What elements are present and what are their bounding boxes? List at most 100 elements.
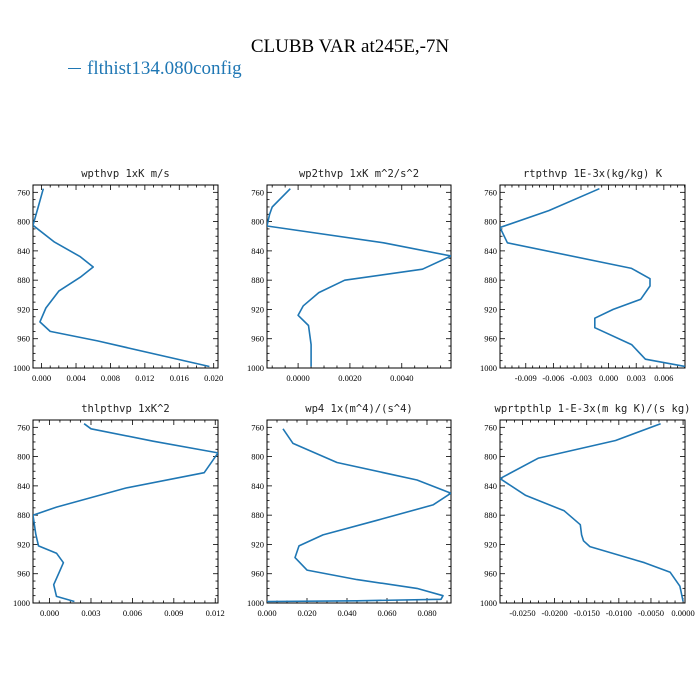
series-line: [500, 422, 684, 602]
figure-title: CLUBB VAR at245E,-7N: [250, 36, 450, 57]
y-tick-label: 840: [251, 481, 264, 491]
legend-label: flthist134.080config: [87, 58, 242, 79]
plot-frame: [266, 419, 452, 604]
legend: flthist134.080config: [68, 58, 242, 80]
x-tick-label: 0.006: [123, 608, 142, 618]
y-tick-label: 880: [251, 510, 264, 520]
y-tick-label: 960: [484, 569, 497, 579]
y-tick-label: 840: [484, 246, 497, 256]
y-tick-label: 880: [17, 510, 30, 520]
y-tick-label: 880: [251, 275, 264, 285]
x-tick-label: 0.080: [417, 608, 436, 618]
x-tick-label: 0.060: [377, 608, 396, 618]
series-line: [33, 423, 218, 603]
panel-1: wpthvp 1xK m/s76080084088092096010000.00…: [13, 168, 223, 383]
y-tick-label: 760: [251, 422, 264, 432]
x-tick-label: 0.020: [297, 608, 316, 618]
x-tick-label: -0.006: [542, 373, 564, 383]
panel-title: thlpthvp 1xK^2: [81, 403, 170, 415]
x-tick-label: -0.0150: [574, 608, 600, 618]
x-tick-label: -0.0100: [606, 608, 632, 618]
x-tick-label: -0.0050: [638, 608, 664, 618]
panel-4: thlpthvp 1xK^2 760 800 840 880 920 960 1000 0.00…: [13, 403, 225, 618]
plot-frame: [499, 419, 686, 604]
x-tick-label: 0.004: [66, 373, 86, 383]
y-tick-label: 920: [17, 304, 30, 314]
x-tick-label: 0.020: [204, 373, 223, 383]
y-tick-label: 1000: [13, 598, 30, 608]
y-tick-label: 800: [484, 217, 497, 227]
x-tick-label: 0.0000: [286, 373, 309, 383]
y-tick-label: 920: [251, 539, 264, 549]
x-tick-label: 0.000: [599, 373, 618, 383]
y-tick-label: 1000: [480, 363, 497, 373]
y-tick-label: 920: [17, 539, 30, 549]
y-tick-label: 960: [251, 569, 264, 579]
x-tick-label: 0.016: [170, 373, 189, 383]
y-tick-label: 840: [17, 246, 30, 256]
y-tick-label: 800: [17, 217, 30, 227]
plot-frame: [32, 419, 219, 604]
y-tick-label: 920: [484, 539, 497, 549]
series-line: [500, 187, 685, 368]
panel-2: wp2thvp 1xK m^2/s^2 760 800 840 880 920 960 100…: [247, 168, 452, 383]
panel-title: wpthvp 1xK m/s: [81, 168, 170, 180]
y-tick-label: 880: [17, 275, 30, 285]
panel-5: wp4 1x(m^4)/(s^4)76080084088092096010000…: [247, 403, 452, 618]
x-tick-label: -0.0250: [509, 608, 535, 618]
y-tick-label: 760: [251, 187, 264, 197]
y-tick-label: 960: [484, 334, 497, 344]
y-tick-label: 800: [251, 217, 264, 227]
series-line: [267, 428, 451, 603]
y-tick-label: 960: [17, 334, 30, 344]
y-tick-label: 920: [484, 304, 497, 314]
y-tick-label: 1000: [13, 363, 30, 373]
panel-6: wprtpthlp 1-E-3x(m kg K)/(s kg) 760 800 840…: [480, 403, 695, 618]
series-line: [267, 188, 451, 367]
x-tick-label: 0.000: [32, 373, 51, 383]
series-line: [33, 188, 210, 368]
x-tick-label: -0.0200: [541, 608, 567, 618]
panel-title: wp4 1x(m^4)/(s^4): [305, 403, 412, 415]
x-tick-label: 0.008: [101, 373, 120, 383]
y-tick-label: 1000: [480, 598, 497, 608]
plot-frame: [32, 184, 219, 369]
y-tick-label: 760: [17, 422, 30, 432]
y-tick-label: 840: [484, 481, 497, 491]
y-tick-label: 880: [484, 510, 497, 520]
x-tick-label: 0.000: [40, 608, 59, 618]
y-tick-label: 1000: [247, 363, 264, 373]
x-tick-label: -0.009: [515, 373, 537, 383]
y-tick-label: 880: [484, 275, 497, 285]
y-tick-label: 960: [17, 569, 30, 579]
plot-frame: [266, 184, 452, 369]
y-tick-label: 1000: [247, 598, 264, 608]
y-tick-label: 760: [484, 187, 497, 197]
x-tick-label: 0.012: [206, 608, 225, 618]
panel-title: rtpthvp 1E-3x(kg/kg) K: [523, 168, 663, 180]
panel-title: wp2thvp 1xK m^2/s^2: [299, 168, 419, 180]
x-tick-label: -0.003: [570, 373, 592, 383]
y-tick-label: 760: [484, 422, 497, 432]
y-tick-label: 800: [17, 452, 30, 462]
x-tick-label: 0.003: [81, 608, 100, 618]
y-tick-label: 960: [251, 334, 264, 344]
x-tick-label: 0.0040: [390, 373, 413, 383]
y-tick-label: 760: [17, 187, 30, 197]
x-tick-label: 0.000: [257, 608, 276, 618]
x-tick-label: 0.012: [135, 373, 154, 383]
y-tick-label: 840: [17, 481, 30, 491]
y-tick-label: 800: [484, 452, 497, 462]
y-tick-label: 800: [251, 452, 264, 462]
plot-frame: [499, 184, 686, 369]
x-tick-label: 0.040: [337, 608, 356, 618]
x-tick-label: 0.009: [164, 608, 183, 618]
x-tick-label: 0.0000: [671, 608, 694, 618]
x-tick-label: 0.0020: [338, 373, 361, 383]
legend-line-swatch: [68, 68, 81, 70]
x-tick-label: 0.006: [654, 373, 673, 383]
panel-3: rtpthvp 1E-3x(kg/kg) K 760 800 840 880 920 960…: [480, 168, 686, 383]
x-tick-label: 0.003: [627, 373, 646, 383]
